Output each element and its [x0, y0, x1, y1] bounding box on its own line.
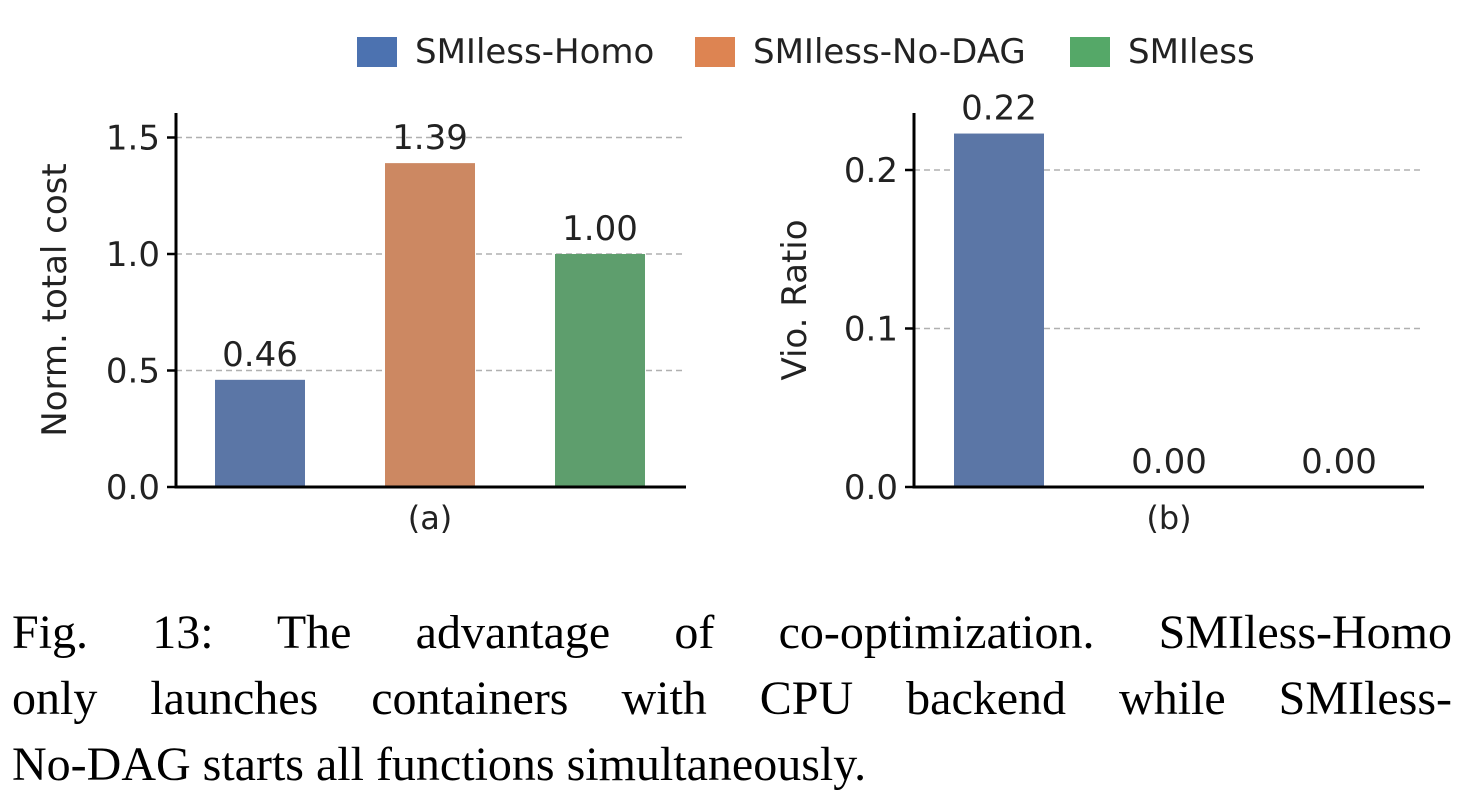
y-tick-label: 0.1: [844, 310, 898, 350]
y-tick-label: 0.5: [106, 352, 160, 392]
figure: SMIless-Homo SMIless-No-DAG SMIless 0.46 1.…: [35, 32, 1424, 537]
y-tick-label: 1.5: [106, 119, 160, 159]
panel-a: 0.46 1.39 1.00 0.0 0.5 1.0 1.5 Norm. total cost…: [35, 113, 686, 537]
y-tick-label: 1.0: [106, 235, 160, 275]
y-tick-label: 0.2: [844, 151, 898, 191]
y-axis-label: Norm. total cost: [35, 163, 75, 436]
caption-line: only launches containers with CPU backen…: [12, 672, 1452, 725]
legend-label: SMIless: [1128, 32, 1255, 72]
figure-caption: Fig. 13: The advantage of co-optimizatio…: [12, 600, 1452, 798]
legend-swatch: [1070, 37, 1110, 67]
bar: [215, 379, 305, 487]
legend-label: SMIless-Homo: [415, 32, 654, 72]
y-tick-label: 0.0: [844, 468, 898, 508]
legend-label: SMIless-No-DAG: [753, 32, 1026, 72]
data-label: 0.00: [1131, 442, 1207, 482]
x-axis-label: (b): [1146, 499, 1191, 537]
y-axis-label: Vio. Ratio: [775, 219, 815, 380]
caption-line: Fig. 13: The advantage of co-optimizatio…: [12, 606, 1452, 659]
caption-line: No-DAG starts all functions simultaneous…: [12, 738, 867, 791]
data-label: 0.22: [961, 89, 1037, 129]
bar: [954, 133, 1044, 488]
legend: SMIless-Homo SMIless-No-DAG SMIless: [357, 32, 1255, 72]
data-label: 0.00: [1301, 442, 1377, 482]
bar: [385, 163, 475, 487]
data-label: 0.46: [222, 335, 298, 375]
legend-swatch: [357, 37, 397, 67]
data-label: 1.39: [392, 118, 468, 158]
legend-swatch: [695, 37, 735, 67]
x-axis-label: (a): [408, 499, 453, 537]
data-label: 1.00: [562, 209, 638, 249]
y-tick-label: 0.0: [106, 468, 160, 508]
panel-b: 0.22 0.00 0.00 0.0 0.1 0.2 Vio. Ratio (b): [775, 89, 1424, 537]
bar: [555, 254, 645, 487]
